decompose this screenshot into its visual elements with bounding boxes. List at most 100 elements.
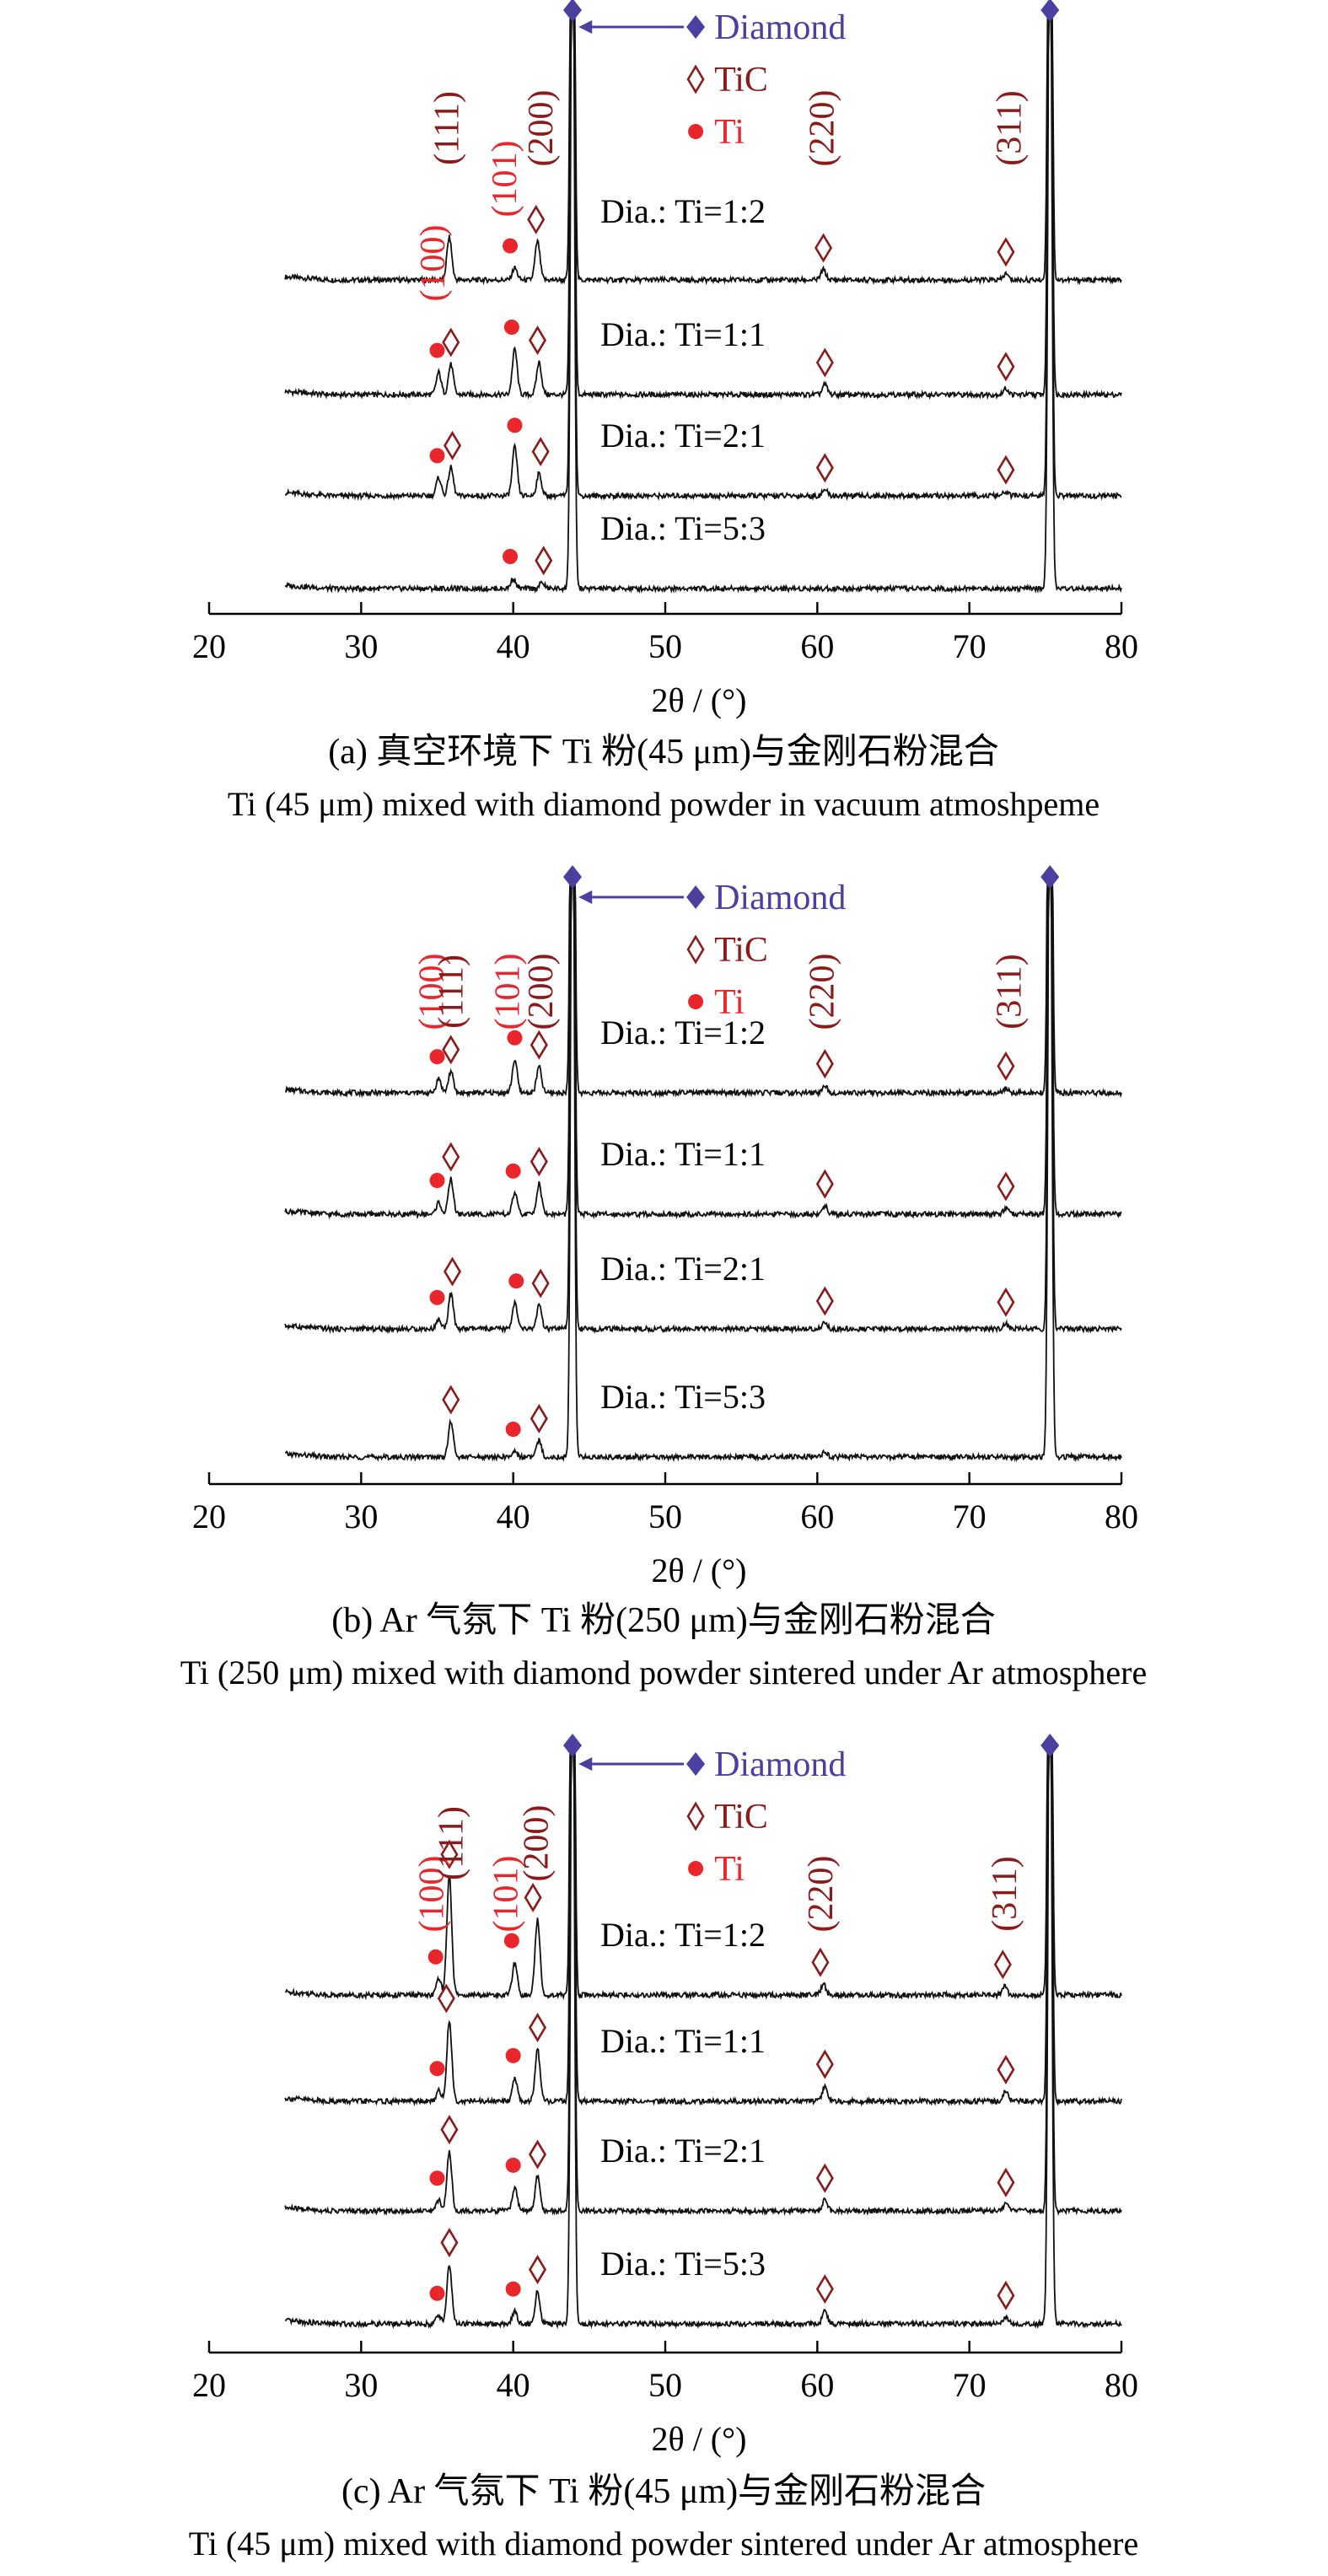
tic-marker [444, 1256, 462, 1287]
legend-arrow-head [578, 1757, 593, 1771]
tic-marker [524, 1882, 542, 1912]
x-tick-label: 30 [344, 1498, 378, 1535]
legend-diamond-symbol [686, 1752, 706, 1776]
x-tick-label: 30 [344, 627, 378, 665]
peak-hkl-label: (200) [522, 954, 561, 1030]
legend-ti-label: Ti [714, 983, 745, 1022]
tic-marker [811, 1947, 830, 1977]
tic-marker [815, 1169, 834, 1199]
xrd-trace-4 [284, 1745, 1122, 2330]
tic-marker [815, 1286, 834, 1316]
caption-zh: (b) Ar 气氛下 Ti 粉(250 μm)与金刚石粉混合 [331, 1600, 995, 1640]
series-label: Dia.: Ti=5:3 [600, 1378, 766, 1416]
xrd-trace-2 [284, 876, 1122, 1220]
tic-marker [437, 1983, 455, 2014]
ti-marker [507, 417, 523, 433]
ti-marker [429, 342, 445, 358]
tic-marker [444, 430, 462, 460]
diamond-peak-marker [1040, 865, 1060, 889]
peak-hkl-label: (311) [991, 954, 1030, 1029]
ti-marker [508, 1273, 524, 1289]
tic-marker [530, 1147, 548, 1177]
tic-marker [997, 2167, 1015, 2197]
ti-marker [429, 448, 445, 464]
diamond-peak-marker [562, 865, 582, 889]
caption-en: Ti (250 μm) mixed with diamond powder si… [180, 1654, 1147, 1691]
tic-marker [997, 1171, 1015, 1202]
x-tick-label: 50 [648, 627, 682, 665]
peak-hkl-label: (101) [488, 954, 527, 1030]
x-tick-label: 70 [953, 1498, 987, 1535]
xrd-trace-4 [284, 9, 1122, 594]
tic-marker [997, 2280, 1015, 2310]
ti-marker [505, 2281, 521, 2297]
x-tick-label: 20 [192, 2366, 226, 2404]
tic-marker [815, 347, 834, 378]
x-tick-label: 20 [192, 1498, 226, 1535]
tic-marker [815, 2049, 834, 2079]
ti-marker [429, 1049, 445, 1065]
tic-marker [530, 1030, 548, 1060]
tic-marker [997, 352, 1015, 382]
series-label: Dia.: Ti=5:3 [600, 509, 766, 547]
legend-tic-label: TiC [714, 61, 768, 99]
ti-marker [429, 1289, 445, 1305]
legend-diamond-label: Diamond [714, 1745, 846, 1784]
tic-marker [815, 2163, 834, 2193]
ti-marker [429, 2061, 445, 2077]
x-tick-label: 70 [953, 2366, 987, 2404]
legend-diamond-symbol [686, 15, 706, 39]
legend-ti-label: Ti [714, 1850, 745, 1889]
xrd-trace-2 [284, 1745, 1122, 2107]
series-label: Dia.: Ti=2:1 [600, 417, 766, 454]
tic-marker [529, 2255, 547, 2285]
legend-diamond-label: Diamond [714, 8, 846, 47]
peak-hkl-label: (111) [433, 955, 471, 1029]
xrd-trace-3 [284, 876, 1122, 1335]
ti-marker [429, 2170, 445, 2186]
ti-marker [505, 2157, 521, 2173]
legend-tic-symbol [686, 64, 705, 94]
xrd-trace-1 [285, 876, 1122, 1099]
tic-marker [531, 437, 550, 467]
ti-marker [427, 1949, 444, 1965]
diamond-peak-marker [1040, 0, 1060, 22]
xrd-panel-a: 20 30 40 50 60 70 80 2θ / (°) Dia.: Ti=1:2 Dia.: … [192, 0, 1138, 823]
series-label: Dia.: Ti=1:1 [600, 1135, 766, 1173]
legend-arrow-head [578, 20, 593, 34]
ti-marker [429, 1173, 445, 1188]
peak-hkl-label: (100) [412, 954, 451, 1030]
x-tick-label: 50 [648, 1498, 682, 1535]
x-tick-label: 40 [497, 627, 530, 665]
diamond-peak-marker [1040, 1734, 1060, 1757]
legend-tic-symbol [686, 934, 705, 965]
tic-marker [529, 325, 547, 356]
peak-hkl-label: (220) [804, 90, 842, 167]
legend-tic-label: TiC [714, 1798, 768, 1837]
legend-ti-label: Ti [714, 113, 745, 152]
series-label: Dia.: Ti=1:2 [600, 192, 766, 230]
legend-arrow-head [578, 890, 593, 904]
tic-marker [529, 2139, 547, 2170]
caption-zh: (a) 真空环境下 Ti 粉(45 μm)与金刚石粉混合 [328, 732, 999, 772]
tic-marker [815, 2274, 834, 2304]
series-label: Dia.: Ti=1:2 [600, 1916, 766, 1954]
x-tick-label: 60 [800, 1498, 834, 1535]
x-axis-label: 2θ / (°) [652, 1552, 747, 1589]
x-tick-label: 30 [344, 2366, 378, 2404]
series-label: Dia.: Ti=5:3 [600, 2245, 766, 2283]
ti-marker [503, 1933, 519, 1949]
peak-hkl-label: (111) [433, 1806, 471, 1880]
xrd-trace-3 [285, 9, 1122, 502]
tic-marker [531, 1268, 550, 1299]
x-tick-label: 60 [800, 2366, 834, 2404]
x-axis-label: 2θ / (°) [652, 2420, 747, 2458]
caption-zh: (c) Ar 气氛下 Ti 粉(45 μm)与金刚石粉混合 [341, 2471, 986, 2511]
series-label: Dia.: Ti=1:1 [600, 315, 766, 353]
diamond-peak-marker [562, 0, 582, 22]
peak-hkl-label: (220) [804, 954, 842, 1030]
ti-marker [505, 1422, 521, 1437]
tic-marker [442, 1035, 460, 1065]
tic-marker [440, 1839, 459, 1869]
tic-marker [440, 2228, 459, 2258]
